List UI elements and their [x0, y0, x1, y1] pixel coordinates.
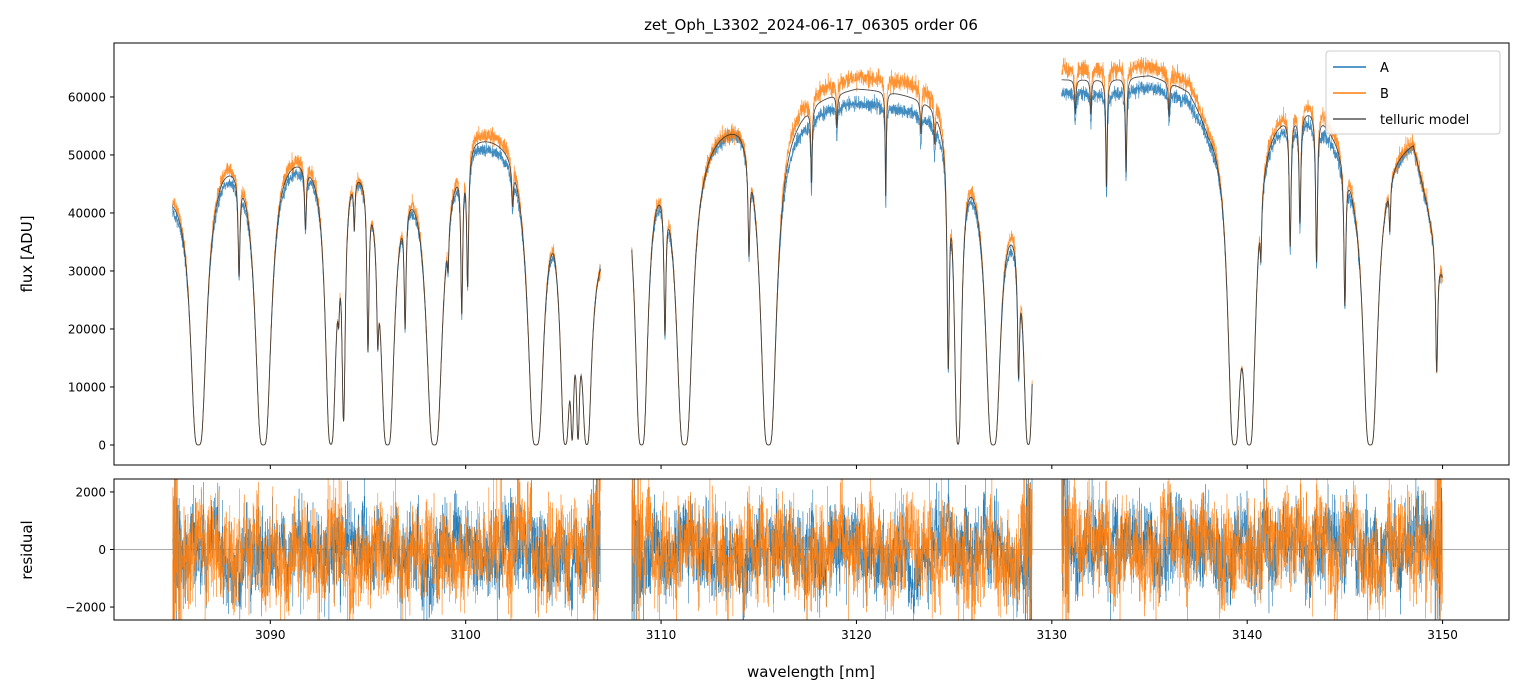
series-a-line-segment-3	[1061, 80, 1443, 446]
xtick-label: 3140	[1232, 628, 1263, 642]
x-axis-label: wavelength [nm]	[747, 663, 875, 681]
residual-ytick-label: −2000	[65, 601, 106, 615]
legend: A B telluric model	[1325, 50, 1501, 135]
flux-ytick-label: 50000	[68, 148, 106, 162]
flux-axes: 0 10000 20000 30000 40000 50000 60000	[68, 42, 1510, 469]
residual-ytick-label: 2000	[75, 485, 106, 499]
xtick-label: 3150	[1427, 628, 1458, 642]
xtick-label: 3120	[841, 628, 872, 642]
residual-axes: −2000 0 2000 3090 3100 3110 3120 3130 3140 3150	[65, 478, 1510, 642]
residual-ylabel: residual	[18, 520, 36, 579]
flux-ytick-label: 10000	[68, 380, 106, 394]
series-b-line-segment-2	[631, 67, 1033, 446]
flux-ytick-label: 0	[98, 438, 106, 452]
series-b-line-segment-1	[172, 126, 601, 446]
legend-label-a: A	[1380, 61, 1389, 76]
telluric-model-line-segment-2	[631, 88, 1033, 446]
legend-frame	[1325, 50, 1501, 135]
chart-title: zet_Oph_L3302_2024-06-17_06305 order 06	[644, 16, 978, 35]
flux-ylabel: flux [ADU]	[18, 215, 36, 292]
xtick-label: 3090	[255, 628, 286, 642]
residual-ytick-label: 0	[98, 543, 106, 557]
xtick-label: 3100	[450, 628, 481, 642]
flux-ytick-label: 30000	[68, 264, 106, 278]
residual-series	[114, 479, 1509, 620]
series-a-line-segment-2	[631, 94, 1033, 446]
flux-ytick-label: 60000	[68, 90, 106, 104]
xtick-label: 3130	[1037, 628, 1068, 642]
residual-b-line-segment-3	[1061, 479, 1443, 620]
telluric-model-line-segment-1	[172, 141, 601, 446]
residual-a-line-segment-3	[1061, 479, 1443, 620]
legend-label-b: B	[1380, 87, 1389, 102]
legend-label-model: telluric model	[1380, 113, 1469, 128]
flux-series	[172, 56, 1443, 446]
telluric-model-line-segment-3	[1061, 75, 1443, 446]
flux-ytick-label: 20000	[68, 322, 106, 336]
residual-b-line-segment-2	[631, 479, 1033, 620]
flux-axes-frame	[113, 42, 1510, 466]
residual-a-line-segment-2	[631, 479, 1033, 620]
xtick-label: 3110	[646, 628, 677, 642]
flux-ytick-label: 40000	[68, 206, 106, 220]
residual-b-line-segment-1	[172, 479, 601, 620]
